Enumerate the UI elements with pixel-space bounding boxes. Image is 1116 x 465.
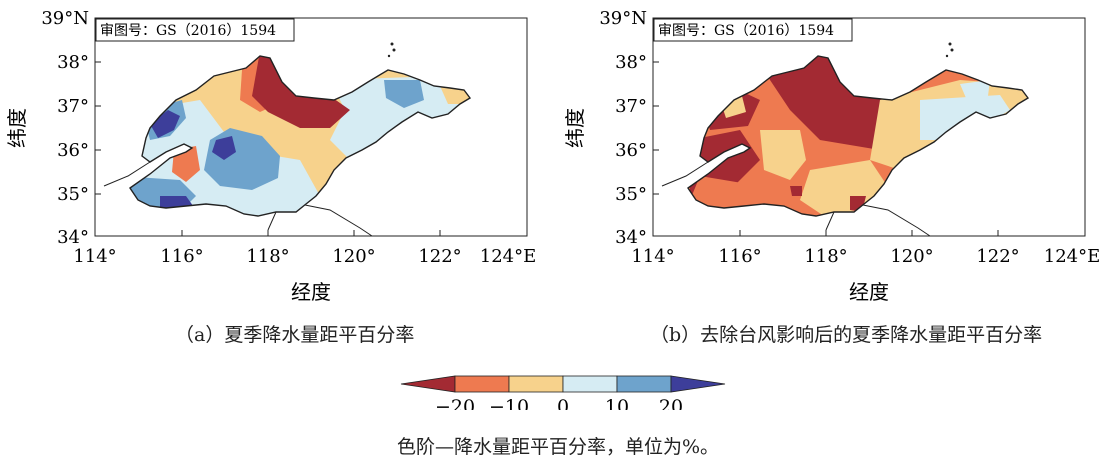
lon-ticks-a: 114° 116° 118° 120° 122° 124°E [73,246,536,267]
lat-tick-marks-b [653,61,999,236]
approval-box-a [95,18,295,42]
svg-text:38°: 38° [57,52,89,73]
colorbar-low-extend [400,375,456,393]
svg-text:36°: 36° [615,140,647,161]
panel-a-map: 审图号：GS（2016）1594 39°N 38° 37° 36° 35° 34… [5,8,536,304]
svg-text:124°E: 124°E [1044,246,1101,267]
svg-text:35°: 35° [57,184,89,205]
lat-ticks-b: 39°N 38° 37° 36° 35° 34° [599,8,647,248]
bohai-islands-b [945,42,954,58]
svg-text:114°: 114° [73,246,116,267]
colorbar-bin-0-10 [562,375,618,393]
approval-box-b [653,18,853,42]
neighbor-borders-a [103,161,373,237]
colorbar-tick-labels: −20 −10 0 10 20 [435,396,683,410]
colorbar-bin-minus20-minus10 [454,375,510,393]
lat-axis-label-a: 纬度 [5,108,29,148]
lon-axis-label-a: 经度 [291,280,331,304]
svg-text:37°: 37° [615,96,647,117]
colorbar-high-extend [670,375,726,393]
colorbar-tick: −20 [435,396,475,410]
panel-a-caption: （a）夏季降水量距平百分率 [175,324,415,346]
neighbor-borders-b [661,161,931,237]
svg-text:114°: 114° [631,246,674,267]
svg-text:35°: 35° [615,184,647,205]
colorbar-bin-10-20 [616,375,672,393]
colorbar-caption: 色阶—降水量距平百分率，单位为%。 [396,436,720,458]
svg-text:118°: 118° [246,246,289,267]
bohai-islands-a [387,42,396,58]
svg-text:122°: 122° [418,246,461,267]
colorbar-bin-minus10-0 [508,375,564,393]
panel-b-map: 审图号：GS（2016）1594 39°N 38° 37° 36° 35° 34… [563,8,1100,304]
figure: 审图号：GS（2016）1594 39°N 38° 37° 36° 35° 34… [5,8,1100,410]
svg-text:34°: 34° [57,227,89,248]
svg-text:124°E: 124°E [480,246,537,267]
svg-text:116°: 116° [160,246,203,267]
svg-text:120°: 120° [890,246,933,267]
colorbar: −20 −10 0 10 20 [400,375,726,410]
lon-ticks-b: 114° 116° 118° 120° 122° 124°E [631,246,1100,267]
svg-text:39°N: 39°N [41,8,89,29]
svg-text:122°: 122° [976,246,1019,267]
panel-b-caption: （b）去除台风影响后的夏季降水量距平百分率 [650,324,1043,346]
colorbar-tick: 10 [605,396,629,410]
approval-number-a: 审图号：GS（2016）1594 [100,23,276,39]
svg-text:36°: 36° [57,140,89,161]
svg-text:39°N: 39°N [599,8,647,29]
svg-text:38°: 38° [615,52,647,73]
approval-number-b: 审图号：GS（2016）1594 [658,23,834,39]
svg-text:118°: 118° [804,246,847,267]
colorbar-tick: −10 [489,396,529,410]
svg-text:116°: 116° [718,246,761,267]
svg-text:120°: 120° [332,246,375,267]
svg-text:34°: 34° [615,227,647,248]
svg-text:37°: 37° [57,96,89,117]
lat-axis-label-b: 纬度 [563,108,587,148]
lon-axis-label-b: 经度 [849,280,889,304]
lat-ticks-a: 39°N 38° 37° 36° 35° 34° [41,8,89,248]
lat-tick-marks-a [95,61,441,236]
colorbar-tick: 20 [659,396,683,410]
colorbar-tick: 0 [557,396,569,410]
